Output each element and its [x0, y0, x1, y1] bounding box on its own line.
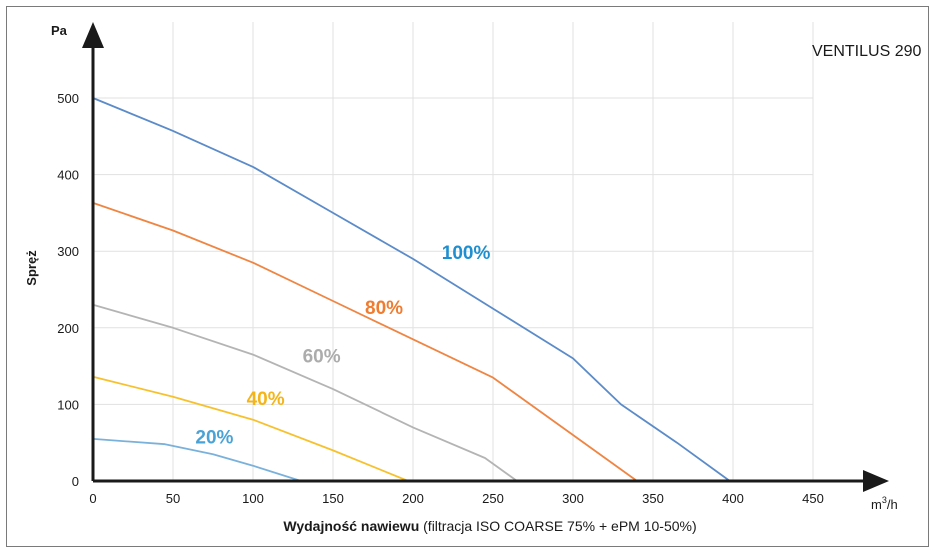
series-line: [92, 438, 302, 482]
series-layer: 100% 80% 60% 40% 20%: [92, 97, 731, 482]
x-tick-label: 400: [722, 491, 744, 506]
y-tick-label: 500: [57, 91, 79, 106]
x-axis-label: Wydajność nawiewu (filtracja ISO COARSE …: [283, 518, 696, 534]
chart-title: VENTILUS 290: [812, 43, 921, 60]
series-label: 60%: [303, 346, 341, 367]
x-tick-label: 0: [89, 491, 96, 506]
x-axis-label-main: Wydajność nawiewu: [283, 518, 419, 534]
x-tick-label: 100: [242, 491, 264, 506]
x-tick-label: 150: [322, 491, 344, 506]
series-line: [92, 375, 409, 482]
y-tick-label: 0: [72, 474, 79, 489]
label-layer: VENTILUS 290 Pa Spręż Wydajność nawiewu …: [24, 23, 921, 534]
tick-layer: 0 50 100 150 200 250 300 350 400 450 0 100 200 300 400…: [57, 91, 824, 506]
x-axis-arrow: [863, 470, 889, 492]
x-tick-label: 300: [562, 491, 584, 506]
x-tick-label: 200: [402, 491, 424, 506]
y-axis-arrow: [82, 22, 104, 48]
x-tick-label: 450: [802, 491, 824, 506]
axis-layer: [82, 22, 889, 492]
x-tick-label: 50: [166, 491, 180, 506]
x-axis-unit-superscript: 3: [882, 495, 887, 505]
series-label: 80%: [365, 298, 403, 319]
x-axis-label-detail: (filtracja ISO COARSE 75% + ePM 10-50%): [419, 518, 696, 534]
x-axis-unit-base: m: [871, 497, 882, 512]
y-axis-unit: Pa: [51, 23, 68, 38]
chart-frame: [6, 6, 929, 547]
x-axis-unit-tail: /h: [887, 497, 898, 512]
y-tick-label: 400: [57, 168, 79, 183]
y-tick-label: 100: [57, 397, 79, 412]
series-label: 20%: [195, 427, 233, 448]
series-line: [92, 303, 518, 482]
x-tick-label: 250: [482, 491, 504, 506]
series-label: 40%: [247, 389, 285, 410]
y-tick-label: 300: [57, 244, 79, 259]
y-tick-label: 200: [57, 321, 79, 336]
y-axis-label: Spręż: [24, 250, 39, 286]
series-line: [92, 97, 731, 482]
series-line: [92, 202, 638, 482]
x-tick-label: 350: [642, 491, 664, 506]
grid-layer: [93, 22, 814, 481]
series-label: 100%: [442, 243, 491, 264]
x-axis-unit: m3/h: [871, 495, 898, 512]
